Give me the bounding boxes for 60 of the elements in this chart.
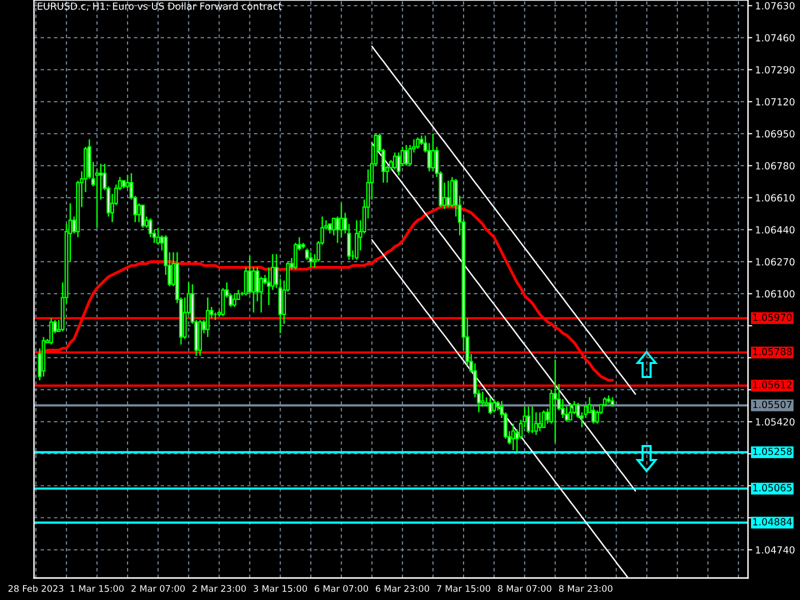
candlestick — [511, 422, 516, 451]
y-tick-label: 1.07630 — [756, 2, 795, 10]
y-tick-label: 1.06950 — [756, 130, 795, 138]
candlestick — [232, 293, 236, 308]
candlestick — [568, 402, 572, 421]
candlestick — [542, 410, 546, 428]
ref-line-label: 1.05970 — [753, 314, 792, 322]
y-tick-label: 1.07290 — [756, 66, 795, 74]
candlestick — [431, 132, 435, 172]
y-tick-label: 1.04740 — [756, 546, 795, 554]
candlestick — [98, 163, 103, 200]
x-tick-label: 1 Mar 15:00 — [70, 585, 124, 592]
ref-line-label: 1.05065 — [753, 484, 792, 492]
ref-line-label: 1.05258 — [753, 448, 792, 456]
candlestick — [140, 204, 145, 229]
candlestick — [416, 136, 420, 150]
x-tick-label: 3 Mar 15:00 — [254, 585, 307, 592]
candlestick — [488, 396, 492, 415]
y-tick-label: 1.07120 — [756, 98, 795, 106]
x-tick-label: 28 Feb 2023 — [8, 584, 64, 592]
y-tick-label: 1.06780 — [756, 162, 795, 170]
y-tick-label: 1.06270 — [756, 258, 795, 266]
candlestick — [610, 396, 614, 408]
candlestick — [526, 406, 530, 434]
ref-line-label: 1.04884 — [753, 518, 792, 526]
y-tick-label: 1.07460 — [756, 34, 795, 42]
candlestick — [492, 398, 496, 414]
x-tick-label: 2 Mar 23:00 — [192, 585, 246, 592]
ref-line-label: 1.05507 — [753, 400, 792, 408]
candlestick — [336, 216, 340, 244]
x-tick-label: 2 Mar 07:00 — [131, 585, 185, 592]
candlestick — [446, 180, 450, 208]
candlestick — [339, 202, 344, 238]
x-tick-label: 6 Mar 07:00 — [314, 585, 368, 592]
candlestick — [248, 255, 252, 294]
y-tick-label: 1.06100 — [756, 290, 795, 298]
x-tick-label: 8 Mar 07:00 — [498, 585, 552, 592]
candlestick — [553, 358, 558, 444]
candlestick — [252, 266, 256, 314]
candlestick — [332, 218, 336, 236]
candlestick — [156, 227, 160, 246]
candlestick — [392, 152, 397, 170]
y-tick-label: 1.06610 — [756, 194, 795, 202]
candlestick — [206, 296, 210, 338]
candlestick — [480, 390, 485, 408]
line-series — [371, 46, 636, 395]
x-tick-label: 6 Mar 23:00 — [376, 585, 430, 592]
candlestick — [308, 252, 313, 268]
x-tick-label: 7 Mar 15:00 — [437, 585, 490, 592]
y-tick-label: 1.06440 — [756, 226, 795, 234]
candlestick — [538, 412, 542, 432]
ref-line-label: 1.05788 — [753, 348, 792, 356]
y-tick-label: 1.05420 — [756, 418, 795, 426]
candlestick — [49, 317, 54, 346]
x-tick-label: 8 Mar 23:00 — [559, 585, 612, 592]
chart-title: EURUSD.c, H1: Euro vs US Dollar Forward contract — [38, 2, 282, 11]
ref-line-label: 1.05612 — [753, 381, 792, 388]
candlestick — [591, 406, 596, 424]
candlestick — [266, 266, 271, 306]
candlestick — [404, 144, 408, 166]
